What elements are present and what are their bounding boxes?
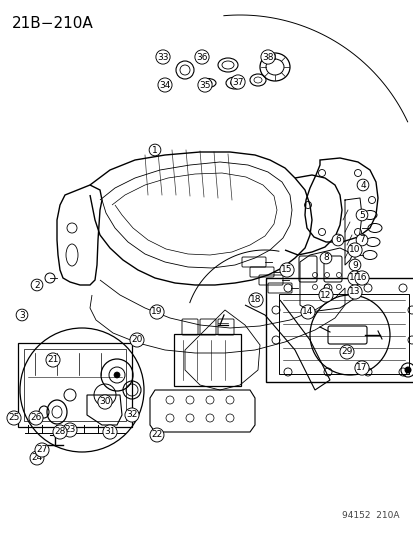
Text: 29: 29 [340, 348, 352, 357]
Text: 17: 17 [356, 364, 367, 373]
Text: 38: 38 [261, 52, 273, 61]
Text: 15: 15 [280, 265, 292, 274]
Text: 25: 25 [8, 414, 20, 423]
Ellipse shape [114, 372, 120, 378]
Text: 28: 28 [54, 427, 66, 437]
Text: 6: 6 [334, 236, 340, 245]
Text: 24: 24 [31, 454, 43, 463]
Text: 10: 10 [349, 246, 360, 254]
Text: 2: 2 [34, 280, 40, 289]
Text: 3: 3 [19, 311, 25, 319]
Text: 33: 33 [157, 52, 169, 61]
Text: 20: 20 [131, 335, 142, 344]
Text: 4: 4 [359, 181, 365, 190]
Text: 26: 26 [30, 414, 42, 423]
Text: 12: 12 [320, 290, 331, 300]
Text: 34: 34 [159, 80, 170, 90]
Text: 30: 30 [99, 398, 111, 407]
Text: 23: 23 [64, 425, 76, 434]
Text: 11: 11 [349, 273, 360, 282]
Text: 94152  210A: 94152 210A [342, 511, 399, 520]
Text: 21: 21 [47, 356, 59, 365]
Circle shape [404, 367, 411, 374]
Text: 5: 5 [358, 211, 364, 220]
Text: 18: 18 [249, 295, 261, 304]
Text: 16: 16 [356, 273, 367, 282]
Text: 1: 1 [152, 146, 157, 155]
Text: 14: 14 [301, 308, 313, 317]
Text: 13: 13 [349, 287, 360, 296]
Text: 19: 19 [151, 308, 162, 317]
Text: 8: 8 [322, 254, 328, 262]
Text: 37: 37 [232, 77, 243, 86]
Text: 31: 31 [104, 427, 116, 437]
Text: 7: 7 [358, 236, 364, 245]
Text: 21B−210A: 21B−210A [12, 16, 93, 31]
Text: 22: 22 [151, 431, 162, 440]
Text: 32: 32 [126, 410, 138, 419]
Text: 36: 36 [196, 52, 207, 61]
Text: 9: 9 [351, 261, 357, 270]
Text: 35: 35 [199, 80, 210, 90]
Text: 27: 27 [36, 446, 47, 455]
